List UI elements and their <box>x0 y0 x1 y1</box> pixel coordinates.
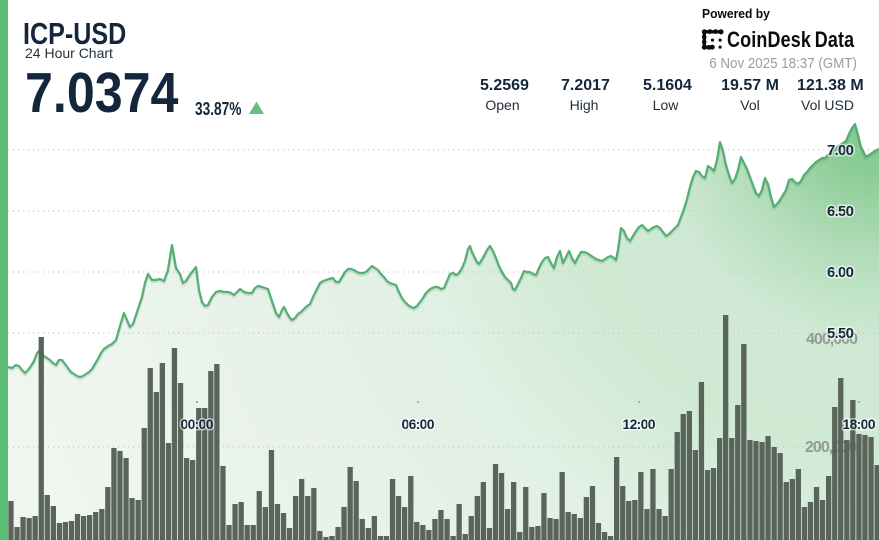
svg-text:00:00: 00:00 <box>181 416 214 432</box>
svg-text:400,000: 400,000 <box>806 331 858 348</box>
svg-text:200,000: 200,000 <box>805 439 857 456</box>
svg-text:06:00: 06:00 <box>402 416 435 432</box>
svg-text:6.50: 6.50 <box>827 203 854 220</box>
svg-text:12:00: 12:00 <box>623 416 656 432</box>
svg-text:6.00: 6.00 <box>827 264 854 281</box>
svg-text:7.00: 7.00 <box>827 142 854 159</box>
svg-text:5.50: 5.50 <box>827 325 854 342</box>
svg-text:18:00: 18:00 <box>843 416 876 432</box>
